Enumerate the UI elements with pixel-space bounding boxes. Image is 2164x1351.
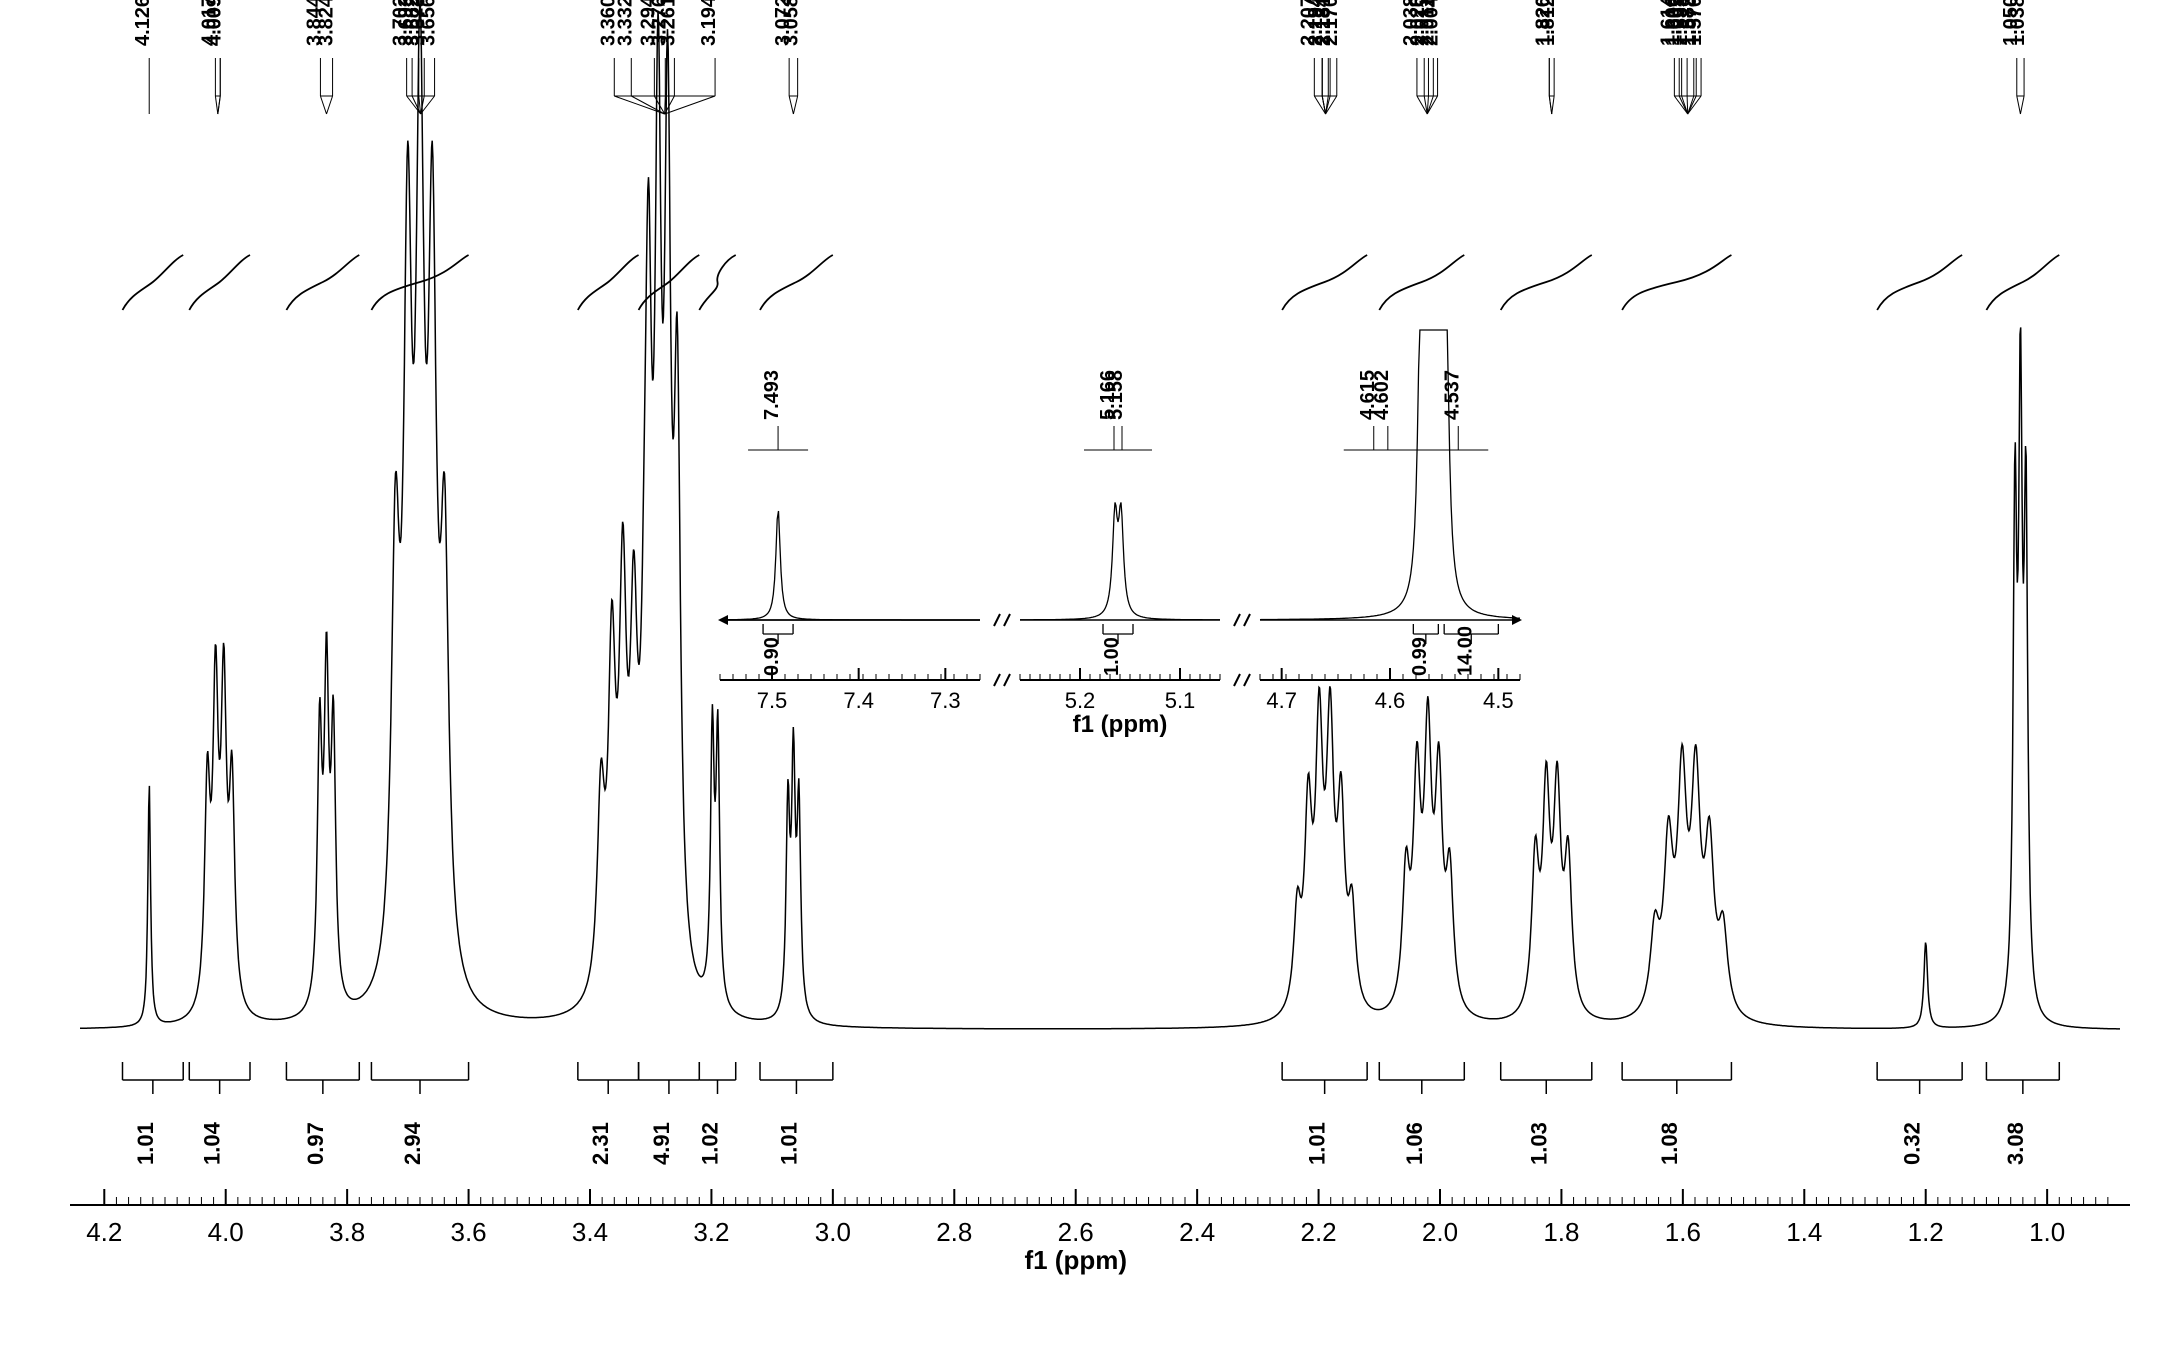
integral-curve [699, 255, 735, 310]
inset-tick-label: 7.3 [930, 688, 961, 713]
peak-tree-slant [1687, 96, 1688, 114]
axis-tick-label: 2.4 [1179, 1217, 1215, 1247]
peak-tree-slant [327, 96, 333, 114]
integral-curve [760, 255, 833, 310]
integral-value: 1.08 [1657, 1122, 1682, 1165]
peak-tree-slant [215, 96, 217, 114]
axis-break [1234, 674, 1250, 686]
inset: 7.57.47.37.4930.905.25.15.1665.1581.004.… [712, 330, 1522, 738]
peak-label: 4.126 [132, 0, 154, 46]
peak-label: 3.656 [418, 0, 440, 46]
integral-value: 0.32 [1900, 1122, 1925, 1165]
peak-tree-slant [2020, 96, 2024, 114]
inset-peak-label: 4.602 [1371, 370, 1393, 420]
integral-curve [1986, 255, 2059, 310]
inset-tick-label: 4.6 [1375, 688, 1406, 713]
axis-tick-label: 3.4 [572, 1217, 608, 1247]
inset-integral-value: 1.00 [1101, 637, 1123, 676]
inset-trace [720, 511, 980, 620]
inset-peak-label: 7.493 [761, 370, 783, 420]
axis-break [1234, 614, 1250, 626]
nmr-spectrum-page: 4.24.03.83.63.43.23.02.82.62.42.22.01.81… [0, 0, 2164, 1351]
axis-tick-label: 2.2 [1300, 1217, 1336, 1247]
integral-value: 1.02 [698, 1122, 723, 1165]
peak-label: 4.009 [203, 0, 225, 46]
peak-label: 1.570 [1684, 0, 1706, 46]
peak-label: 3.332 [614, 0, 636, 46]
peak-label: 2.170 [1320, 0, 1342, 46]
inset-tick-label: 7.4 [843, 688, 874, 713]
peak-label: 3.261 [657, 0, 679, 46]
peak-tree-slant [1549, 96, 1551, 114]
inset-integral-value: 0.99 [1409, 637, 1431, 676]
peak-label: 3.824 [316, 0, 338, 46]
peak-label: 3.058 [781, 0, 803, 46]
axis-tick-label: 3.0 [815, 1217, 851, 1247]
spectrum-svg: 4.24.03.83.63.43.23.02.82.62.42.22.01.81… [0, 0, 2164, 1351]
integral-value: 2.94 [400, 1121, 425, 1165]
peak-label: 3.194 [698, 0, 720, 46]
integral-curve [1622, 255, 1731, 310]
axis-tick-label: 1.0 [2029, 1217, 2065, 1247]
integral-value: 1.01 [133, 1122, 158, 1165]
axis-tick-label: 4.0 [208, 1217, 244, 1247]
integral-curve [123, 255, 184, 310]
peak-tree-slant [665, 96, 666, 114]
integral-value: 4.91 [649, 1122, 674, 1165]
integral-curve [1379, 255, 1464, 310]
inset-tick-label: 7.5 [757, 688, 788, 713]
integral-curve [1877, 255, 1962, 310]
inset-axis-label: f1 (ppm) [1073, 711, 1168, 738]
peak-tree-slant [2017, 96, 2021, 114]
integral-curve [189, 255, 250, 310]
axis-tick-label: 2.6 [1058, 1217, 1094, 1247]
peak-tree-slant [793, 96, 797, 114]
axis-break [994, 674, 1010, 686]
x-axis-label: f1 (ppm) [1024, 1245, 1127, 1275]
axis-tick-label: 3.6 [450, 1217, 486, 1247]
inset-tick-label: 4.7 [1266, 688, 1297, 713]
integral-value: 1.04 [200, 1121, 225, 1165]
inset-tick-label: 5.1 [1165, 688, 1196, 713]
integral-curve [578, 255, 639, 310]
spectrum-trace [80, 0, 2120, 1029]
integral-curve [639, 255, 700, 310]
inset-trace [1020, 502, 1220, 619]
integral-value: 1.01 [776, 1122, 801, 1165]
axis-tick-label: 2.0 [1422, 1217, 1458, 1247]
peak-tree-slant [1552, 96, 1554, 114]
axis-tick-label: 3.2 [693, 1217, 729, 1247]
axis-tick-label: 1.6 [1665, 1217, 1701, 1247]
integral-value: 1.06 [1402, 1122, 1427, 1165]
axis-tick-label: 4.2 [86, 1217, 122, 1247]
peak-tree-slant [665, 96, 715, 114]
integral-curve [286, 255, 359, 310]
inset-peak-label: 4.537 [1441, 370, 1463, 420]
inset-integral-value: 14.00 [1454, 626, 1476, 676]
peak-tree-slant [218, 96, 220, 114]
integral-value: 3.08 [2003, 1122, 2028, 1165]
integral-value: 0.97 [303, 1122, 328, 1165]
axis-tick-label: 3.8 [329, 1217, 365, 1247]
peak-tree-slant [320, 96, 326, 114]
axis-tick-label: 1.8 [1543, 1217, 1579, 1247]
peak-label: 1.812 [1537, 0, 1559, 46]
integral-value: 1.01 [1305, 1122, 1330, 1165]
integral-curve [1282, 255, 1367, 310]
integral-curve [1501, 255, 1592, 310]
inset-peak-label: 5.158 [1105, 370, 1127, 420]
axis-tick-label: 1.4 [1786, 1217, 1822, 1247]
inset-tick-label: 5.2 [1065, 688, 1096, 713]
peak-label: 1.038 [2007, 0, 2029, 46]
inset-tick-label: 4.5 [1483, 688, 1514, 713]
integral-curve [371, 255, 468, 310]
axis-tick-label: 2.8 [936, 1217, 972, 1247]
peak-label: 2.004 [1421, 0, 1443, 46]
integral-value: 2.31 [588, 1122, 613, 1165]
inset-integral-value: 0.90 [761, 637, 783, 676]
integral-value: 1.03 [1526, 1122, 1551, 1165]
axis-tick-label: 1.2 [1908, 1217, 1944, 1247]
peak-tree-slant [789, 96, 793, 114]
axis-break [994, 614, 1010, 626]
